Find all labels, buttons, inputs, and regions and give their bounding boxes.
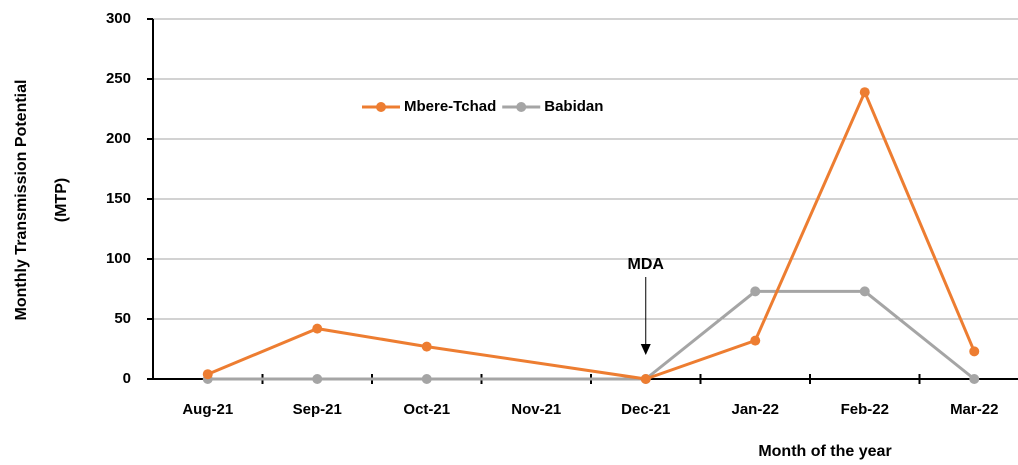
point bbox=[640, 374, 651, 384]
series-connector bbox=[426, 345, 646, 381]
annotation-arrowhead bbox=[640, 344, 651, 355]
point bbox=[969, 374, 980, 384]
x-tick-label: Nov-21 bbox=[511, 401, 561, 418]
point bbox=[859, 286, 870, 297]
y-tick-label: 100 bbox=[106, 250, 131, 267]
point bbox=[969, 346, 980, 357]
point bbox=[750, 286, 761, 297]
legend-label: Mbere-Tchad bbox=[404, 98, 496, 115]
y-axis-title: (MTP) bbox=[53, 178, 70, 222]
y-axis-title: Monthly Transmission Potential bbox=[13, 80, 30, 321]
y-tick-label: 200 bbox=[106, 130, 131, 147]
series-line bbox=[644, 289, 976, 381]
x-tick-label: Mar-22 bbox=[950, 401, 998, 418]
legend-label: Babidan bbox=[544, 98, 603, 115]
y-tick-label: 150 bbox=[106, 190, 131, 207]
x-tick-label: Dec-21 bbox=[621, 401, 670, 418]
x-tick-label: Feb-22 bbox=[841, 401, 889, 418]
x-tick-label: Aug-21 bbox=[182, 401, 233, 418]
x-tick-label: Sep-21 bbox=[293, 401, 342, 418]
y-tick-label: 0 bbox=[123, 370, 131, 387]
y-tick-label: 250 bbox=[106, 70, 131, 87]
y-tick-label: 300 bbox=[106, 10, 131, 27]
point bbox=[750, 335, 761, 346]
point bbox=[421, 374, 432, 384]
point bbox=[421, 341, 432, 352]
point bbox=[202, 369, 213, 380]
point bbox=[312, 323, 323, 334]
y-tick-label: 50 bbox=[114, 310, 131, 327]
x-tick-label: Jan-22 bbox=[731, 401, 779, 418]
point bbox=[859, 87, 870, 98]
series-line bbox=[645, 88, 976, 381]
legend-marker bbox=[516, 102, 527, 112]
series-line bbox=[207, 327, 427, 376]
point bbox=[312, 374, 323, 384]
x-axis-title: Month of the year bbox=[758, 443, 891, 460]
x-tick-label: Oct-21 bbox=[403, 401, 450, 418]
legend-marker bbox=[376, 102, 386, 112]
annotation: MDA bbox=[628, 256, 665, 273]
